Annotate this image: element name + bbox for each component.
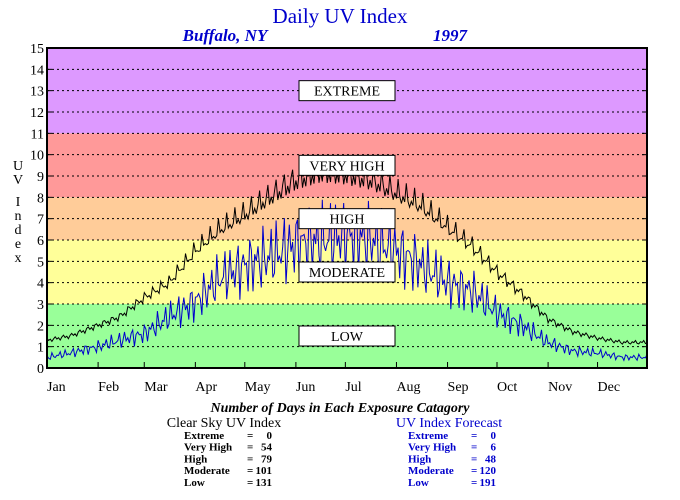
x-tick-label: Sep	[448, 380, 469, 395]
band-label-text: EXTREME	[314, 85, 380, 100]
stats-row-label: High	[184, 453, 207, 465]
x-tick-label: Jun	[296, 380, 315, 395]
chart-title: Daily UV Index	[273, 4, 408, 28]
plot-frame	[46, 47, 648, 369]
chart-location: Buffalo, NY	[182, 26, 269, 45]
band-label-box	[298, 208, 396, 230]
stats-title: UV Index Forecast	[396, 416, 502, 431]
y-tick-label: 0	[37, 362, 44, 377]
y-axis-label-char: n	[15, 209, 22, 224]
series-layer	[46, 159, 648, 362]
stats-row-label: Very High	[184, 442, 232, 454]
stats-row-label: Moderate	[408, 465, 454, 477]
y-tick-label: 3	[37, 298, 44, 313]
y-tick-label: 10	[30, 149, 44, 164]
x-tick-label: Nov	[548, 380, 572, 395]
x-tick-label: Jan	[47, 380, 66, 395]
band-label-text: HIGH	[330, 213, 365, 228]
stats-row-sep: =	[247, 477, 253, 489]
stats-row-value: 0	[491, 430, 497, 442]
stats-row-value: 0	[267, 430, 273, 442]
y-axis-label-char: e	[15, 237, 21, 252]
y-tick-label: 7	[37, 213, 44, 228]
stats-row-sep: =	[247, 442, 253, 454]
y-axis-label-char: x	[15, 251, 22, 266]
x-tick-label: Aug	[396, 380, 420, 395]
y-tick-label: 13	[30, 85, 44, 100]
x-tick-label: Feb	[98, 380, 119, 395]
series-line-clear-sky	[46, 159, 648, 345]
stats-row-value: 131	[256, 477, 273, 489]
stats-row-value: 54	[261, 442, 273, 454]
series-line-forecast	[46, 199, 648, 362]
stats-row-sep: =	[247, 430, 253, 442]
y-axis-label-char: U	[13, 159, 23, 174]
stats-row-label: Extreme	[408, 430, 448, 442]
x-tick-label: Dec	[598, 380, 621, 395]
y-tick-label: 9	[37, 170, 44, 185]
band-label-box	[298, 154, 396, 176]
x-axis-ticks: Jan Feb Mar Apr May Jun Jul Aug Sep Oct Nov Dec	[46, 362, 621, 395]
x-tick-label: Jul	[345, 380, 361, 395]
band-label-box	[298, 325, 396, 347]
y-tick-label: 14	[30, 63, 44, 78]
stats-row-sep: =	[247, 465, 253, 477]
y-tick-label: 12	[30, 106, 44, 121]
y-tick-label: 11	[31, 127, 44, 142]
y-tick-label: 8	[37, 191, 44, 206]
stats-row-value: 101	[256, 465, 273, 477]
stats-row-label: Extreme	[184, 430, 224, 442]
band-label-text: LOW	[331, 330, 364, 345]
stats-row-value: 120	[480, 465, 497, 477]
stats-row-label: High	[408, 453, 431, 465]
stats-row-sep: =	[471, 465, 477, 477]
stats-row-sep: =	[471, 453, 477, 465]
y-tick-label: 4	[37, 277, 44, 292]
x-tick-label: Mar	[144, 380, 168, 395]
stats-row-value: 48	[485, 453, 497, 465]
chart-year: 1997	[433, 26, 469, 45]
y-tick-label: 2	[37, 319, 44, 334]
stats-row-value: 191	[480, 477, 497, 489]
y-tick-label: 6	[37, 234, 44, 249]
y-tick-label: 5	[37, 255, 44, 270]
stats-caption: Number of Days in Each Exposure Catagory	[209, 401, 470, 416]
x-tick-label: Apr	[195, 380, 217, 395]
band-label-box	[298, 80, 396, 102]
band-label-text: VERY HIGH	[309, 159, 384, 174]
band-labels: LOW MODERATE HIGH VERY HIGH EXTREME	[298, 80, 396, 347]
stats-row-value: 6	[491, 442, 497, 454]
stats-row-sep: =	[471, 442, 477, 454]
stats-row-label: Very High	[408, 442, 456, 454]
y-tick-label: 1	[37, 341, 44, 356]
stats-row-label: Low	[184, 477, 205, 489]
stats-row-sep: =	[471, 477, 477, 489]
stats-row-value: 79	[261, 453, 273, 465]
grid-lines	[47, 68, 647, 348]
stats-row-sep: =	[471, 430, 477, 442]
stats-row-label: Low	[408, 477, 429, 489]
stats-title: Clear Sky UV Index	[167, 416, 281, 431]
stats-row-sep: =	[247, 453, 253, 465]
x-tick-label: May	[245, 380, 271, 395]
y-axis-label-char: I	[16, 195, 21, 210]
y-tick-label: 15	[30, 42, 44, 57]
band-label-box	[298, 261, 396, 283]
band-label-text: MODERATE	[309, 266, 385, 281]
y-axis-label-char: d	[15, 223, 22, 238]
stats-row-label: Moderate	[184, 465, 230, 477]
x-tick-label: Oct	[497, 380, 517, 395]
y-axis-label-char: V	[13, 173, 23, 188]
